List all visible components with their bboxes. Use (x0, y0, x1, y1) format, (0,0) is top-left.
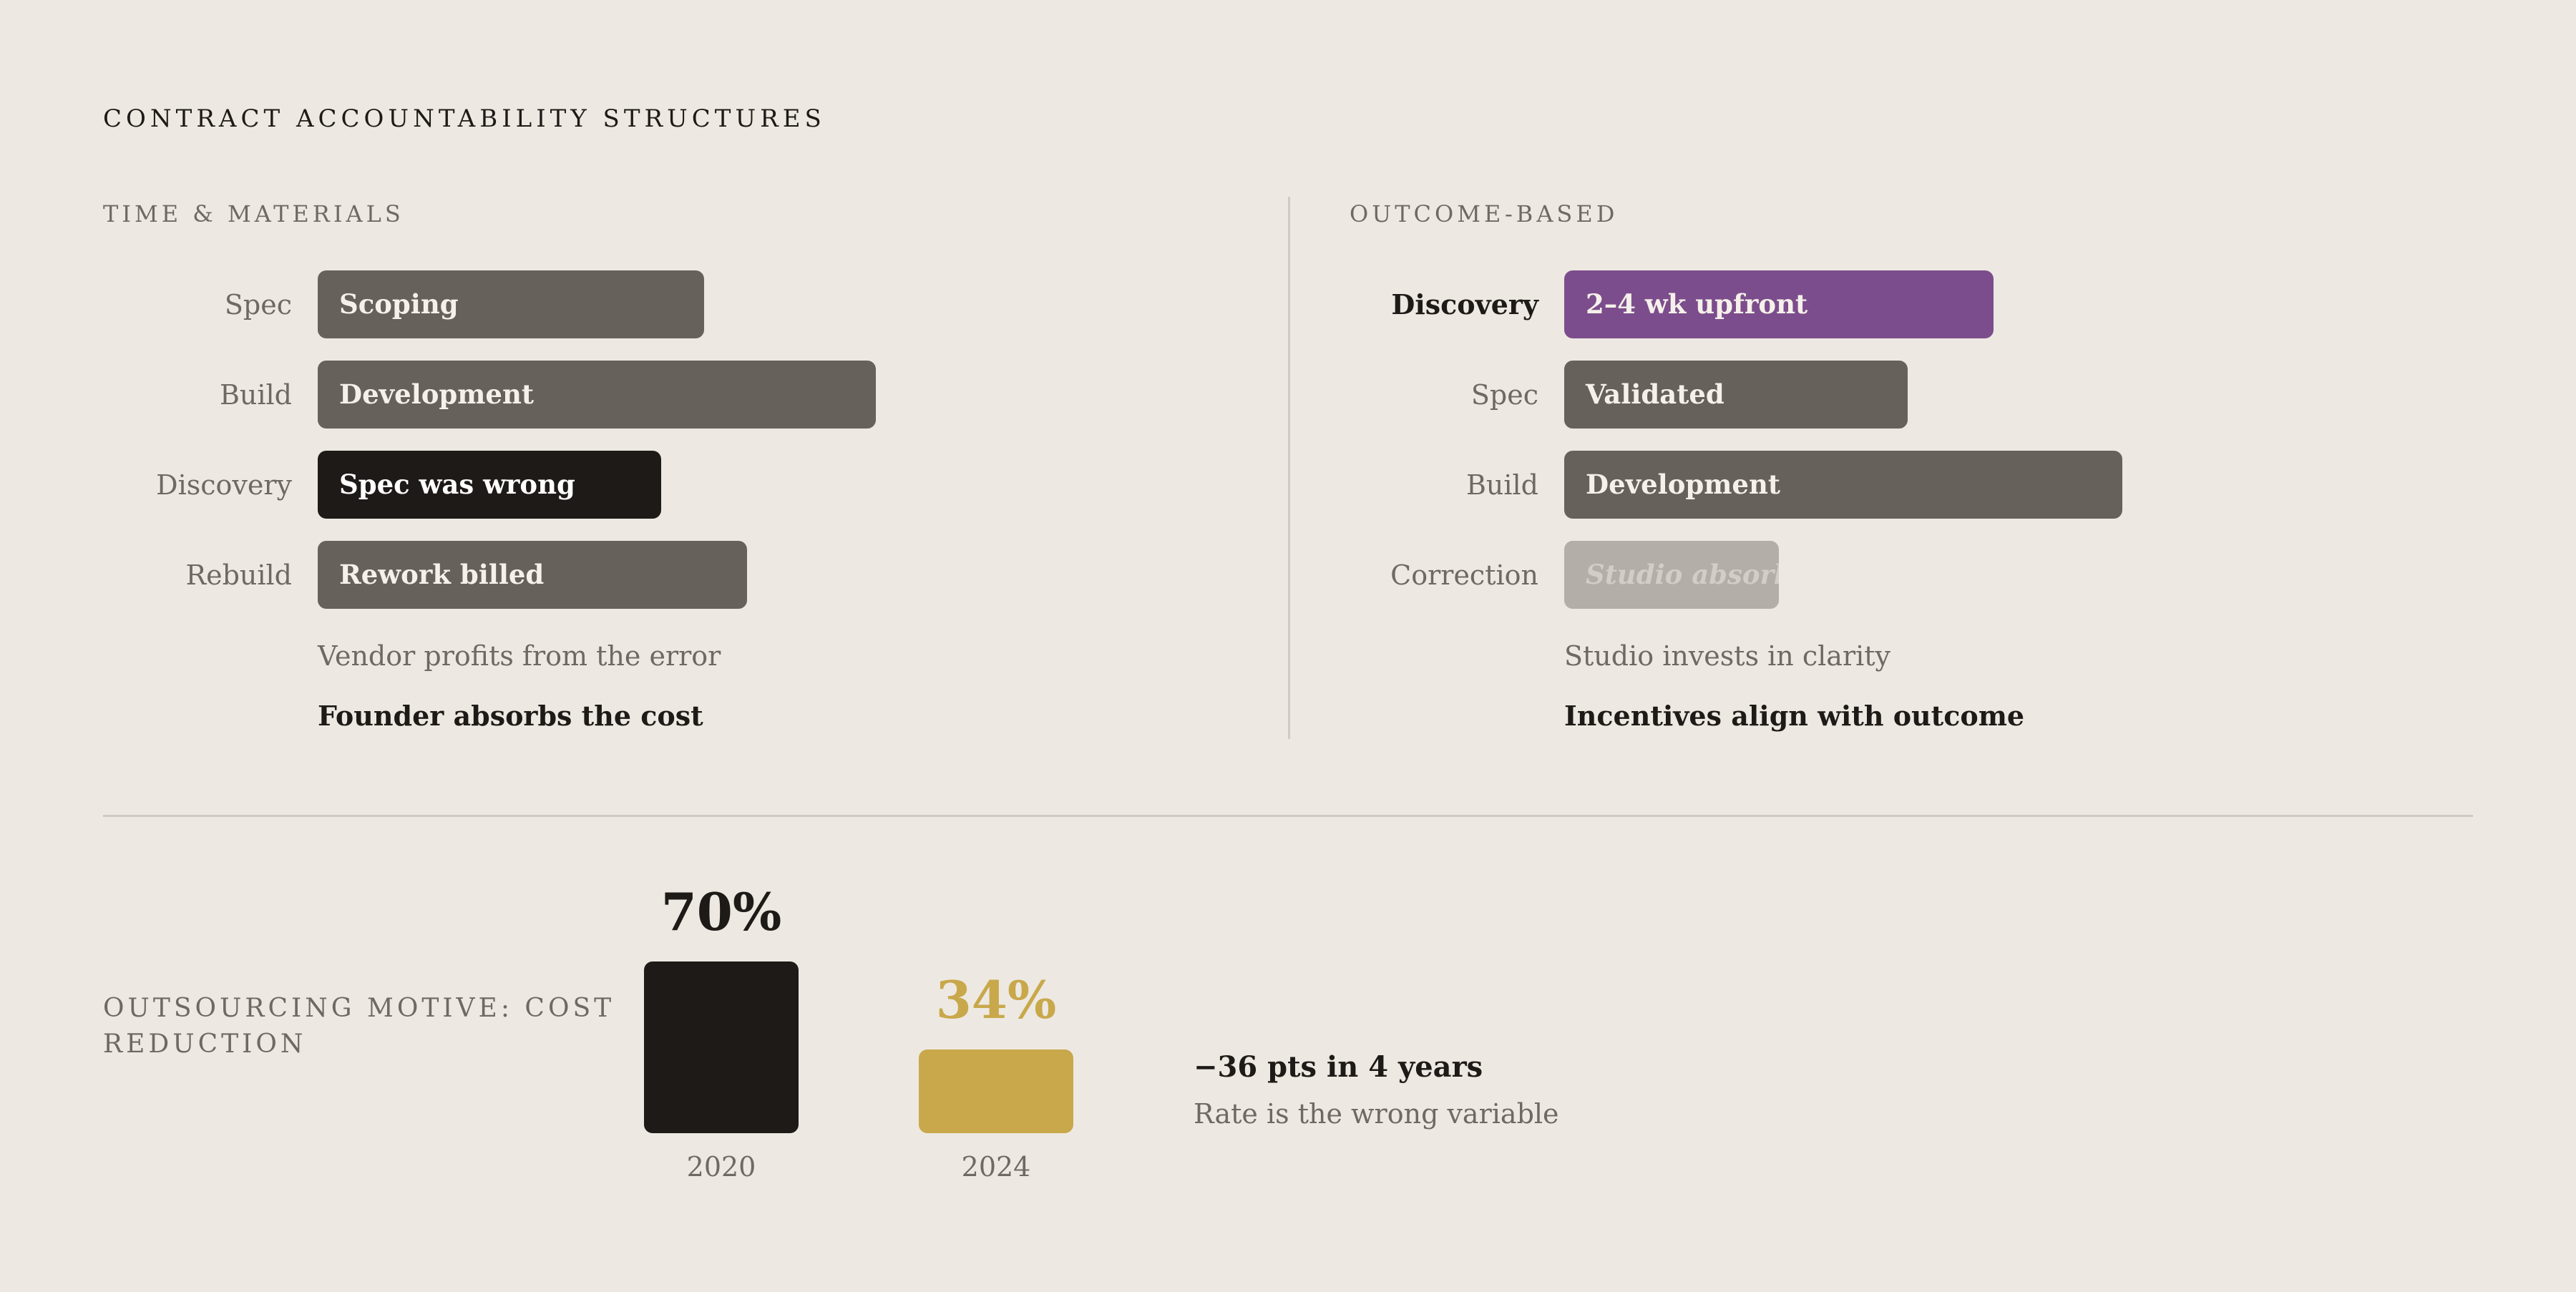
panel-divider (1288, 197, 1290, 739)
ob-note-2: Incentives align with outcome (1564, 700, 2025, 732)
delta-subtext: Rate is the wrong variable (1194, 1098, 1559, 1130)
tm-bar-discovery: Spec was wrong (318, 451, 661, 519)
tm-section-label: TIME & MATERIALS (103, 200, 404, 227)
tm-note-2: Founder absorbs the cost (318, 700, 703, 732)
tm-row-label-rebuild: Rebuild (185, 559, 292, 591)
tm-bar-build: Development (318, 361, 876, 429)
motive-label: OUTSOURCING MOTIVE: COST REDUCTION (103, 994, 615, 1059)
tm-row-label-spec: Spec (224, 289, 292, 320)
page-title: CONTRACT ACCOUNTABILITY STRUCTURES (103, 104, 826, 133)
motive-bar-2024 (919, 1049, 1073, 1133)
tm-bar-rebuild: Rework billed (318, 541, 747, 609)
ob-bar-discovery: 2–4 wk upfront (1564, 270, 1994, 338)
ob-row-label-build: Build (1465, 469, 1538, 501)
motive-year-label-2020: 2020 (686, 1151, 756, 1183)
ob-section-label: OUTCOME-BASED (1350, 200, 1619, 227)
ob-bar-spec: Validated (1564, 361, 1908, 429)
ob-bar-build: Development (1564, 451, 2122, 519)
motive-bar-2020 (644, 961, 799, 1133)
tm-note-1: Vendor profits from the error (318, 640, 721, 672)
ob-note-1: Studio invests in clarity (1564, 640, 1890, 672)
tm-row-label-discovery: Discovery (156, 469, 292, 501)
tm-row-label-build: Build (219, 379, 292, 411)
motive-value-label-2020: 70% (660, 881, 782, 942)
section-divider (103, 815, 2473, 817)
ob-row-label-correction: Correction (1390, 559, 1538, 591)
ob-row-label-discovery: Discovery (1391, 288, 1538, 320)
tm-bar-spec: Scoping (318, 270, 704, 338)
ob-row-label-spec: Spec (1470, 379, 1538, 411)
motive-year-label-2024: 2024 (961, 1151, 1031, 1183)
ob-bar-correction: Studio absorbs (1564, 541, 1779, 609)
motive-value-label-2024: 34% (935, 969, 1057, 1030)
delta-headline: −36 pts in 4 years (1194, 1050, 1483, 1084)
